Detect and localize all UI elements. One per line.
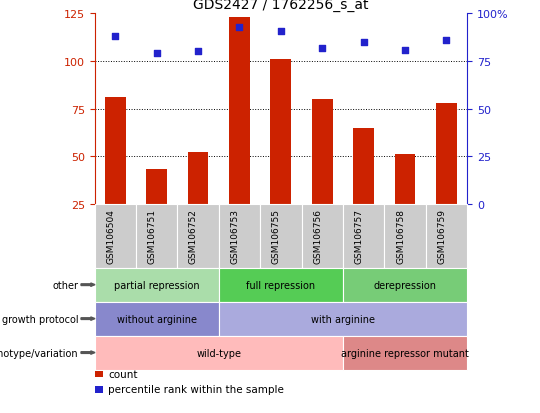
- Bar: [436, 104, 457, 204]
- Point: [111, 34, 119, 40]
- Text: other: other: [52, 280, 78, 290]
- Point: [152, 51, 161, 57]
- Bar: [105, 98, 126, 204]
- Text: derepression: derepression: [374, 280, 436, 290]
- Text: GSM106758: GSM106758: [396, 209, 405, 263]
- Bar: [146, 170, 167, 204]
- Point: [194, 49, 202, 56]
- Text: GSM106753: GSM106753: [231, 209, 239, 263]
- Point: [442, 38, 451, 44]
- Text: count: count: [108, 369, 138, 379]
- Text: wild-type: wild-type: [196, 348, 241, 358]
- Text: arginine repressor mutant: arginine repressor mutant: [341, 348, 469, 358]
- Title: GDS2427 / 1762256_s_at: GDS2427 / 1762256_s_at: [193, 0, 369, 12]
- Text: growth protocol: growth protocol: [2, 314, 78, 324]
- Text: GSM106756: GSM106756: [313, 209, 322, 263]
- Text: GSM106755: GSM106755: [272, 209, 281, 263]
- Bar: [271, 60, 291, 204]
- Point: [235, 24, 244, 31]
- Point: [359, 40, 368, 46]
- Bar: [353, 128, 374, 204]
- Bar: [395, 155, 415, 204]
- Text: genotype/variation: genotype/variation: [0, 348, 78, 358]
- Point: [276, 28, 285, 35]
- Point: [401, 47, 409, 54]
- Text: GSM106752: GSM106752: [189, 209, 198, 263]
- Text: GSM106504: GSM106504: [106, 209, 115, 263]
- Text: GSM106757: GSM106757: [355, 209, 363, 263]
- Bar: [312, 100, 333, 204]
- Text: GSM106751: GSM106751: [147, 209, 157, 263]
- Text: percentile rank within the sample: percentile rank within the sample: [108, 385, 284, 394]
- Bar: [188, 153, 208, 204]
- Bar: [229, 18, 250, 204]
- Point: [318, 45, 327, 52]
- Text: without arginine: without arginine: [117, 314, 197, 324]
- Text: with arginine: with arginine: [311, 314, 375, 324]
- Text: full repression: full repression: [246, 280, 315, 290]
- Text: partial repression: partial repression: [114, 280, 199, 290]
- Text: GSM106759: GSM106759: [437, 209, 447, 263]
